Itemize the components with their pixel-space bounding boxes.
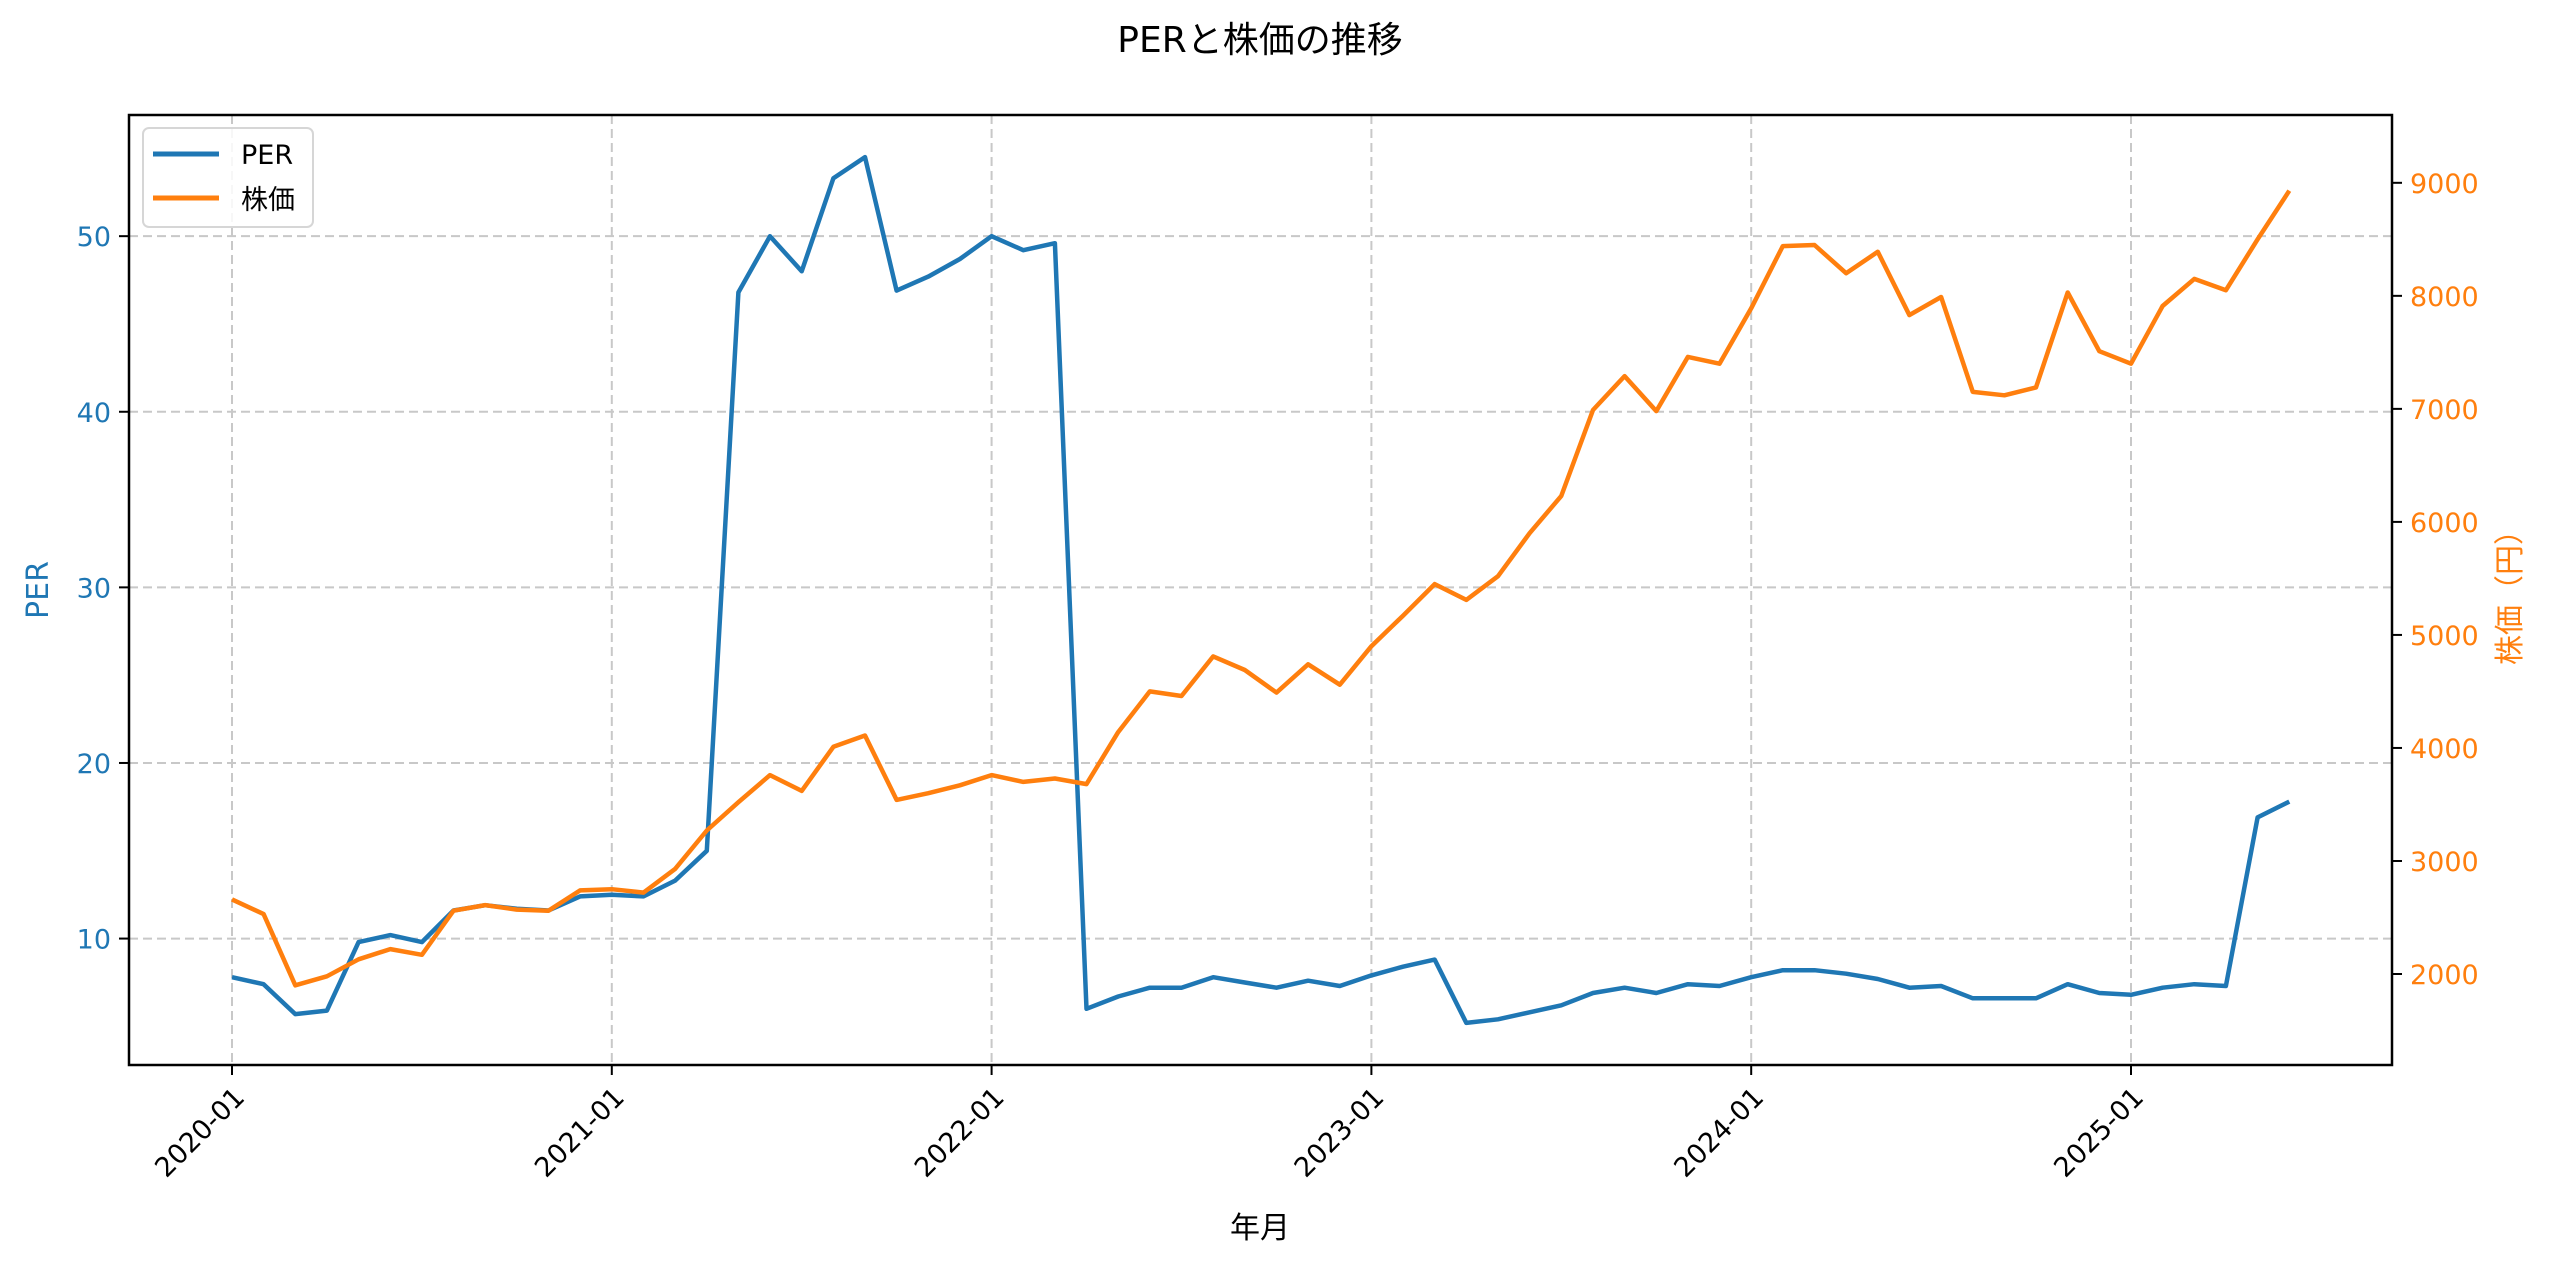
y-axis-right: 2000 3000 4000 5000 6000 7000 8000 9000 <box>2392 169 2479 991</box>
per-line <box>231 154 2291 1026</box>
x-tick-label: 2023-01 <box>1289 1082 1391 1184</box>
y-left-tick-label: 30 <box>77 573 111 604</box>
y-right-tick-label: 4000 <box>2410 734 2479 765</box>
y-right-tick-label: 3000 <box>2410 847 2479 878</box>
y-axis-left: 10 20 30 40 50 <box>77 222 129 956</box>
grid-lines <box>129 115 2392 1065</box>
x-tick-label: 2021-01 <box>529 1082 631 1184</box>
y-right-tick-label: 9000 <box>2410 169 2479 200</box>
y-right-tick-label: 8000 <box>2410 282 2479 313</box>
y-right-tick-label: 2000 <box>2410 960 2479 991</box>
chart-title: PERと株価の推移 <box>1117 20 1402 61</box>
x-tick-label: 2022-01 <box>909 1082 1011 1184</box>
price-line <box>231 189 2292 988</box>
legend: PER 株価 <box>142 127 314 228</box>
plot-lines <box>231 154 2292 1026</box>
plot-area-frame <box>127 113 2394 1067</box>
y-axis-left-label: PER <box>21 561 56 619</box>
y-right-tick-label: 6000 <box>2410 508 2479 539</box>
y-right-tick-label: 7000 <box>2410 395 2479 426</box>
x-tick-label: 2025-01 <box>2048 1082 2150 1184</box>
y-axis-right-label: 株価（円） <box>2493 515 2528 665</box>
y-left-tick-label: 40 <box>77 398 111 429</box>
legend-price-label: 株価 <box>241 185 295 216</box>
y-left-tick-label: 50 <box>77 222 111 253</box>
y-left-tick-label: 10 <box>77 925 111 956</box>
x-tick-label: 2024-01 <box>1668 1082 1770 1184</box>
y-left-tick-label: 20 <box>77 749 111 780</box>
y-right-tick-label: 5000 <box>2410 621 2479 652</box>
x-axis: 2020-01 2021-01 2022-01 2023-01 2024-01 2025-… <box>149 1065 2150 1184</box>
x-axis-label: 年月 <box>1230 1211 1290 1246</box>
x-tick-label: 2020-01 <box>149 1082 251 1184</box>
legend-per-label: PER <box>241 140 293 171</box>
